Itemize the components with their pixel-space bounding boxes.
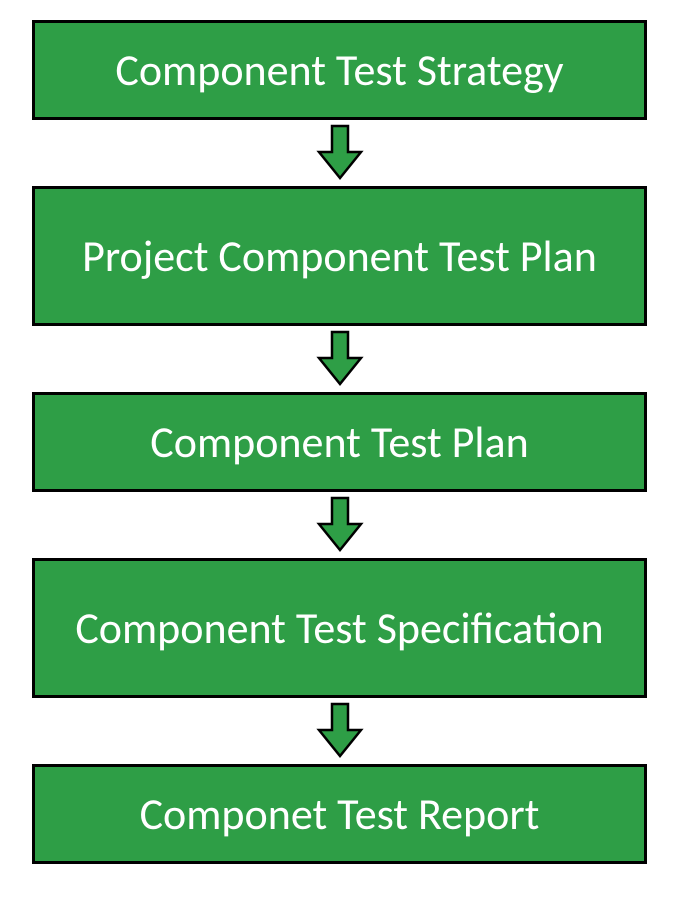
flowchart-node-report: Componet Test Report [32,764,647,864]
down-arrow-icon [315,496,365,554]
node-label: Component Test Strategy [115,44,563,97]
down-arrow-icon [315,330,365,388]
flowchart-node-strategy: Component Test Strategy [32,20,647,120]
flowchart-node-specification: Component Test Specification [32,558,647,698]
node-label: Component Test Plan [150,416,528,469]
flowchart-node-project-plan: Project Component Test Plan [32,186,647,326]
node-label: Componet Test Report [140,788,540,841]
flowchart-node-test-plan: Component Test Plan [32,392,647,492]
node-label: Component Test Specification [75,602,603,655]
down-arrow-icon [315,124,365,182]
node-label: Project Component Test Plan [82,230,597,283]
down-arrow-icon [315,702,365,760]
